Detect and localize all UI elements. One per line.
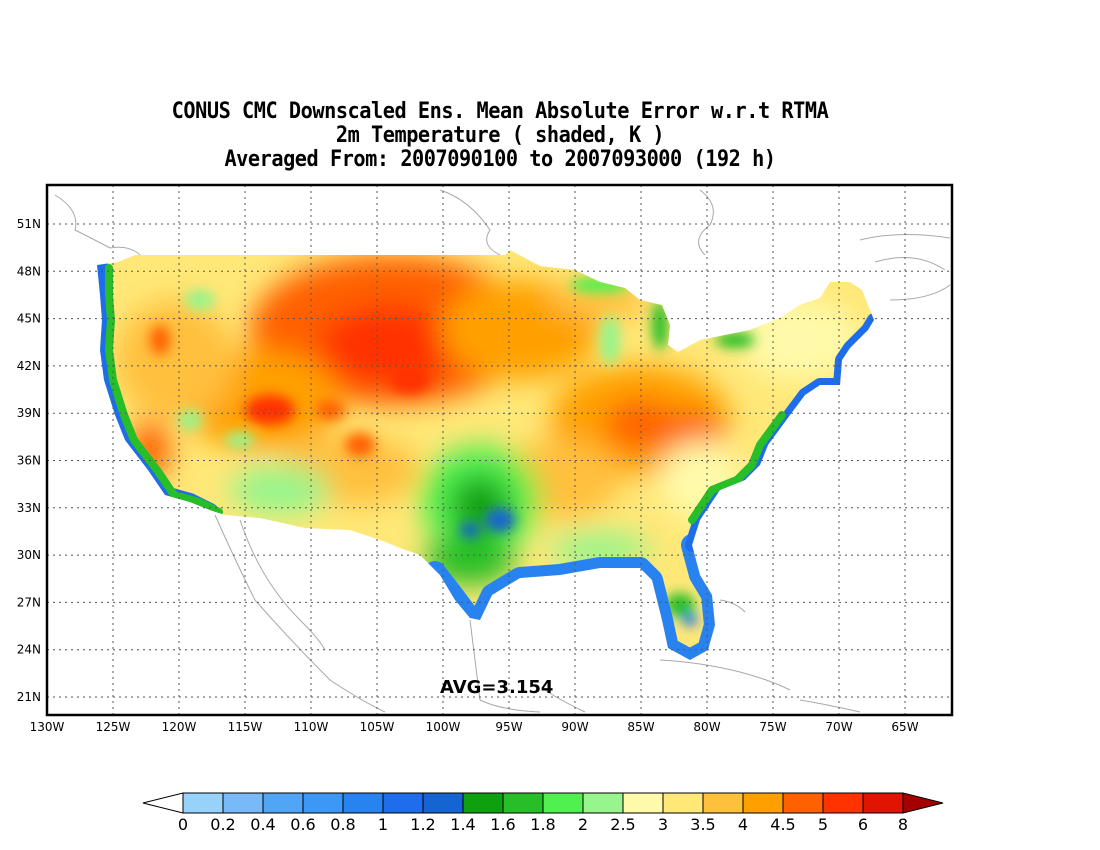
coast-yucatan: [544, 689, 586, 713]
lat-label: 27N: [17, 595, 41, 609]
colorbar-swatch: [342, 792, 384, 814]
colorbar-swatch: [662, 792, 704, 814]
lat-label: 36N: [17, 454, 41, 468]
lon-label: 110W: [294, 720, 329, 734]
coast-pacific-canada: [54, 194, 141, 256]
colorbar-swatch: [462, 792, 504, 814]
colorbar-swatch: [782, 792, 824, 814]
lat-label: 48N: [17, 264, 41, 278]
colorbar-swatch: [502, 792, 544, 814]
lon-label: 70W: [825, 720, 852, 734]
colorbar-label: 1.6: [490, 815, 515, 834]
lat-label: 39N: [17, 406, 41, 420]
lon-label: 90W: [561, 720, 588, 734]
colorbar-over-triangle: [902, 792, 944, 814]
lon-label: 85W: [627, 720, 654, 734]
colorbar-swatch: [582, 792, 624, 814]
lon-label: 95W: [495, 720, 522, 734]
coast-canada-lakes: [439, 189, 501, 256]
lon-label: 105W: [360, 720, 395, 734]
colorbar-swatch: [622, 792, 664, 814]
lat-label: 30N: [17, 548, 41, 562]
colorbar-swatch: [222, 792, 264, 814]
lon-label: 100W: [426, 720, 461, 734]
coast-hudson: [698, 189, 714, 256]
map-title: CONUS CMC Downscaled Ens. Mean Absolute …: [0, 100, 1000, 172]
coast-atlantic-canada: [859, 233, 951, 301]
lon-label: 75W: [759, 720, 786, 734]
colorbar-label: 0.2: [210, 815, 235, 834]
title-line-2: 2m Temperature ( shaded, K ): [335, 123, 665, 148]
colorbar-swatch: [382, 792, 424, 814]
colorbar-label: 1.8: [530, 815, 555, 834]
coastline-outlines: [54, 189, 951, 713]
colorbar-label: 2: [578, 815, 588, 834]
colorbar-label: 0.8: [330, 815, 355, 834]
coast-cuba: [659, 659, 791, 691]
coast-bahamas: [719, 599, 746, 613]
average-annotation: AVG=3.154: [440, 677, 553, 698]
colorbar-swatch: [822, 792, 864, 814]
colorbar-label: 0.6: [290, 815, 315, 834]
coast-mexico-pacific: [214, 514, 386, 713]
colorbar-label: 2.5: [610, 815, 635, 834]
colorbar-label: 0: [178, 815, 188, 834]
coast-baja: [239, 519, 326, 651]
title-line-3: Averaged From: 2007090100 to 2007093000 …: [224, 147, 776, 172]
colorbar-label: 5: [818, 815, 828, 834]
lon-label: 65W: [891, 720, 918, 734]
lon-label: 130W: [30, 720, 65, 734]
lon-label: 120W: [162, 720, 197, 734]
lon-label: 125W: [96, 720, 131, 734]
colorbar-label: 3: [658, 815, 668, 834]
colorbar-label: 3.5: [690, 815, 715, 834]
coast-hispaniola: [799, 699, 861, 713]
colorbar-swatch: [702, 792, 744, 814]
lat-label: 33N: [17, 501, 41, 515]
graticule: [47, 185, 952, 715]
colorbar-label: 0.4: [250, 815, 275, 834]
lat-label: 51N: [17, 217, 41, 231]
colorbar-swatch: [862, 792, 904, 814]
colorbar: 0 0.2 0.4 0.6 0.8 1 1.2 1.4 1.6 1.8 2 2.5 3 3.5 4 4.5 5 6…: [142, 792, 944, 834]
title-line-1: CONUS CMC Downscaled Ens. Mean Absolute …: [171, 99, 829, 124]
latitude-labels: 51N 48N 45N 42N 39N 36N 33N 30N 27N 24N 21N: [17, 217, 41, 704]
colorbar-swatch: [742, 792, 784, 814]
lat-label: 45N: [17, 312, 41, 326]
lon-label: 80W: [693, 720, 720, 734]
colorbar-label: 4: [738, 815, 748, 834]
colorbar-label: 1.4: [450, 815, 475, 834]
longitude-labels: 130W 125W 120W 115W 110W 105W 100W 95W 90W 85W 80W…: [30, 720, 919, 734]
colorbar-swatch: [302, 792, 344, 814]
colorbar-label: 1: [378, 815, 388, 834]
lat-label: 21N: [17, 690, 41, 704]
colorbar-label: 4.5: [770, 815, 795, 834]
colorbar-under-triangle: [142, 792, 184, 814]
colorbar-label: 1.2: [410, 815, 435, 834]
lat-label: 42N: [17, 359, 41, 373]
colorbar-swatch: [542, 792, 584, 814]
lon-label: 115W: [228, 720, 263, 734]
map-frame-border: [45, 183, 954, 717]
colorbar-label: 6: [858, 815, 868, 834]
colorbar-swatch: [422, 792, 464, 814]
colorbar-swatch: [182, 792, 224, 814]
coast-mexico-gulf: [469, 619, 541, 713]
colorbar-swatch: [262, 792, 304, 814]
colorbar-label: 8: [898, 815, 908, 834]
lat-label: 24N: [17, 643, 41, 657]
